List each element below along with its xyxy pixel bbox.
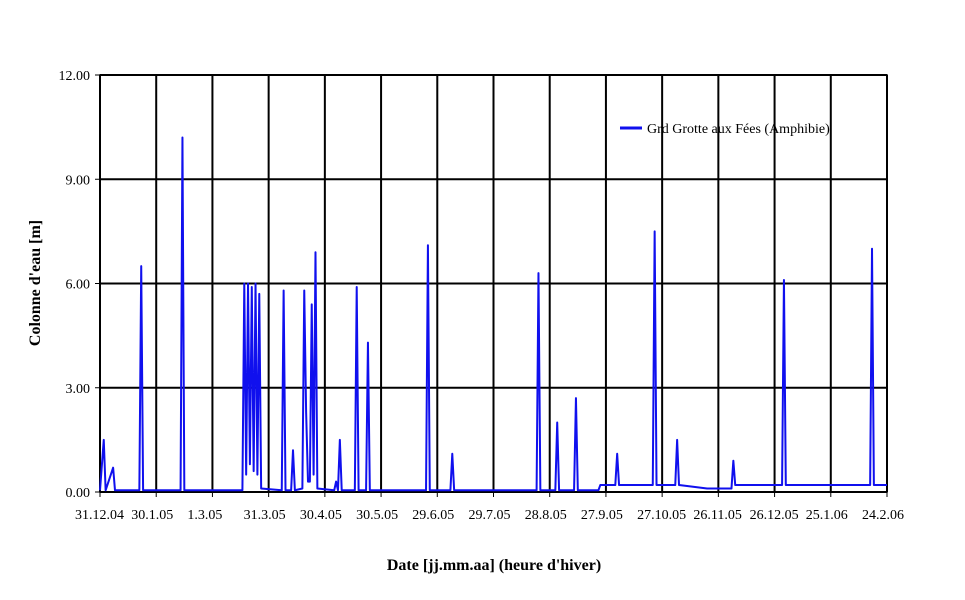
x-tick-label: 27.9.05 [580,508,623,523]
x-tick-label: 31.12.04 [75,508,124,523]
x-tick-label: 31.3.05 [243,508,286,523]
x-tick-label: 30.1.05 [131,508,174,523]
y-tick-label: 0.00 [66,486,91,501]
x-tick-label: 30.4.05 [299,508,342,523]
x-tick-label: 30.5.05 [356,508,399,523]
x-tick-label: 1.3.05 [187,508,223,523]
y-tick-label: 6.00 [66,278,91,293]
x-axis-label: Date [jj.mm.aa] (heure d'hiver) [387,557,601,574]
x-tick-label: 29.7.05 [468,508,511,523]
plot-frame [99,74,888,493]
y-tick-label: 12.00 [59,69,91,84]
x-tick-label: 25.1.06 [805,508,848,523]
x-tick-label: 27.10.05 [637,508,687,523]
x-tick-label: 26.11.05 [693,508,742,523]
y-axis-label: Colonne d'eau [m] [27,220,44,346]
x-tick-label: 28.8.05 [524,508,567,523]
legend-label: Grd Grotte aux Fées (Amphibie) [647,122,830,137]
y-tick-label: 9.00 [66,173,91,188]
x-tick-label: 26.12.05 [749,508,799,523]
x-tick-label: 29.6.05 [412,508,455,523]
y-tick-label: 3.00 [66,382,91,397]
data-line [99,136,887,492]
x-tick-label: 24.2.06 [862,508,904,523]
